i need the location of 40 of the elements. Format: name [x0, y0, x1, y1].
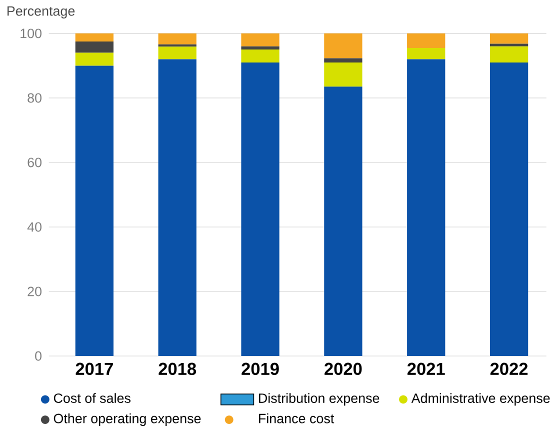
bar — [241, 50, 280, 63]
bar — [324, 62, 362, 87]
bar — [407, 59, 446, 356]
x-tick-label: 2021 — [407, 362, 445, 376]
legend-label: Other operating expense — [54, 414, 201, 426]
bar — [490, 62, 528, 356]
bar — [158, 46, 196, 60]
x-tick-label: 2019 — [242, 362, 279, 376]
bar — [324, 34, 362, 58]
bar — [75, 34, 114, 42]
bar — [407, 48, 446, 60]
y-tick-label: 20 — [28, 286, 42, 296]
legend-label: Finance cost — [259, 414, 334, 424]
legend-label: Distribution expense — [259, 393, 380, 406]
y-tick-label: 80 — [28, 93, 42, 103]
y-axis-title: Percentage — [8, 6, 75, 19]
bar — [241, 46, 280, 50]
bar — [241, 62, 280, 356]
bar — [324, 86, 362, 356]
bar — [75, 66, 114, 356]
bar — [324, 58, 362, 63]
y-tick-label: 100 — [20, 28, 42, 38]
bar — [158, 34, 196, 45]
y-tick-label: 60 — [28, 158, 42, 168]
bar — [407, 34, 446, 48]
legend-label: Cost of sales — [54, 393, 130, 404]
legend-label: Administrative expense — [411, 393, 550, 406]
y-tick-label: 0 — [35, 351, 42, 361]
bar — [158, 59, 196, 356]
bar — [490, 34, 528, 44]
x-tick-label: 2018 — [158, 362, 196, 376]
x-tick-label: 2022 — [490, 362, 528, 376]
bar — [490, 46, 528, 63]
y-tick-label: 40 — [27, 222, 42, 232]
bar — [75, 42, 114, 53]
bar — [241, 34, 280, 46]
bar — [490, 44, 528, 46]
x-tick-label: 2020 — [324, 362, 362, 376]
x-tick-label: 2017 — [76, 362, 113, 376]
bar — [75, 52, 114, 66]
